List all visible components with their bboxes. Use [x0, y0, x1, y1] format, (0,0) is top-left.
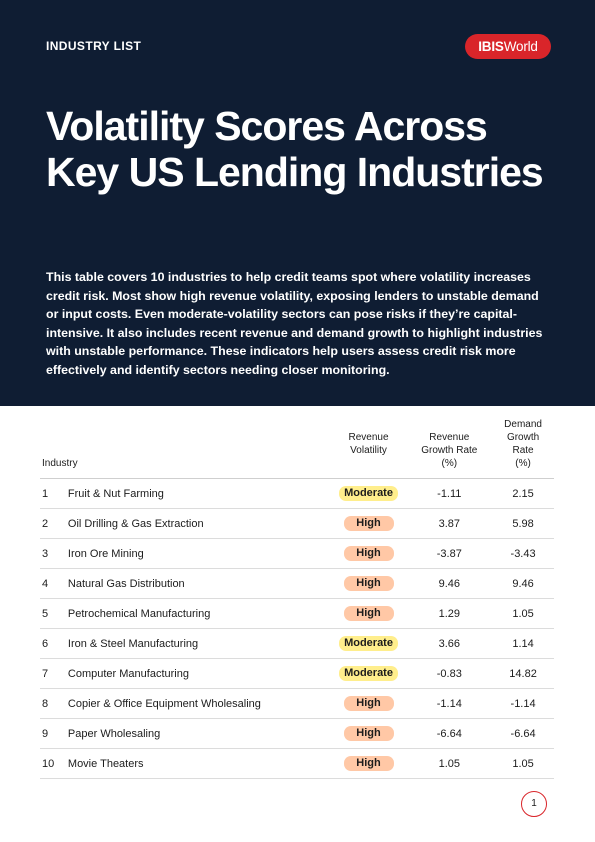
- row-industry: Natural Gas Distribution: [67, 568, 331, 599]
- row-volatility-cell: High: [330, 598, 407, 629]
- row-rank: 9: [40, 718, 68, 749]
- logo-rest: World: [503, 39, 538, 54]
- row-volatility-cell: Moderate: [330, 478, 407, 509]
- row-revenue-growth: -1.11: [406, 478, 493, 509]
- volatility-badge: High: [343, 546, 394, 561]
- table-row: 9 Paper Wholesaling High -6.64 -6.64: [40, 718, 554, 749]
- intro-paragraph: This table covers 10 industries to help …: [46, 270, 543, 377]
- logo-bold: IBIS: [478, 39, 504, 54]
- row-demand-growth: 9.46: [492, 568, 554, 599]
- row-volatility-cell: Moderate: [330, 658, 407, 689]
- row-demand-growth: 1.05: [492, 598, 554, 629]
- row-rank: 4: [40, 568, 68, 599]
- volatility-badge: Moderate: [339, 636, 398, 651]
- row-rank: 2: [40, 508, 68, 539]
- table-row: 5 Petrochemical Manufacturing High 1.29 1.05: [40, 598, 554, 629]
- row-demand-growth: -1.14: [492, 688, 554, 719]
- row-industry: Petrochemical Manufacturing: [67, 598, 331, 629]
- row-industry: Movie Theaters: [67, 748, 331, 779]
- row-demand-growth: 14.82: [492, 658, 554, 689]
- hero-banner: INDUSTRY LIST IBISWorld Volatility Score…: [0, 0, 595, 406]
- row-demand-growth: 5.98: [492, 508, 554, 539]
- header-line: Demand: [504, 419, 542, 430]
- row-industry: Computer Manufacturing: [67, 658, 331, 689]
- row-industry: Copier & Office Equipment Wholesaling: [67, 688, 331, 719]
- header-line: (%): [515, 458, 531, 469]
- header-line: Revenue: [348, 432, 389, 443]
- header-line: Growth: [506, 432, 540, 443]
- volatility-badge: High: [343, 576, 394, 591]
- volatility-badge: Moderate: [339, 486, 398, 501]
- row-revenue-growth: 3.66: [406, 628, 493, 659]
- volatility-badge: High: [343, 756, 394, 771]
- volatility-badge: Moderate: [339, 666, 398, 681]
- row-rank: 10: [40, 748, 68, 779]
- page-number: 1: [521, 791, 547, 817]
- row-volatility-cell: High: [330, 508, 407, 539]
- row-rank: 3: [40, 538, 68, 569]
- table-row: 10 Movie Theaters High 1.05 1.05: [40, 748, 554, 779]
- row-rank: 6: [40, 628, 68, 659]
- eyebrow-label: INDUSTRY LIST: [46, 39, 142, 53]
- row-revenue-growth: 1.05: [406, 748, 493, 779]
- row-revenue-growth: -0.83: [406, 658, 493, 689]
- table-row: 6 Iron & Steel Manufacturing Moderate 3.66 1…: [40, 628, 554, 659]
- row-revenue-growth: -1.14: [406, 688, 493, 719]
- row-volatility-cell: High: [330, 748, 407, 779]
- header-line: Revenue: [429, 432, 470, 443]
- table-header-row: Industry Revenue Volatility Revenue Grow…: [40, 418, 554, 479]
- row-revenue-growth: 3.87: [406, 508, 493, 539]
- row-revenue-growth: -3.87: [406, 538, 493, 569]
- table-row: 2 Oil Drilling & Gas Extraction High 3.87 5.…: [40, 508, 554, 539]
- row-demand-growth: 1.14: [492, 628, 554, 659]
- volatility-badge: High: [343, 516, 394, 531]
- header-line: Rate: [512, 445, 534, 456]
- header-line: Volatility: [350, 445, 387, 456]
- row-volatility-cell: High: [330, 538, 407, 569]
- row-rank: 1: [40, 478, 68, 509]
- volatility-badge: High: [343, 606, 394, 621]
- header-revenue-volatility: Revenue Volatility: [330, 418, 407, 479]
- row-volatility-cell: High: [330, 688, 407, 719]
- row-volatility-cell: High: [330, 568, 407, 599]
- table-body: 1 Fruit & Nut Farming Moderate -1.11 2.15 2 Oi…: [40, 478, 554, 779]
- row-rank: 7: [40, 658, 68, 689]
- row-volatility-cell: Moderate: [330, 628, 407, 659]
- row-volatility-cell: High: [330, 718, 407, 749]
- volatility-badge: High: [343, 696, 394, 711]
- table-row: 1 Fruit & Nut Farming Moderate -1.11 2.15: [40, 478, 554, 509]
- row-demand-growth: -6.64: [492, 718, 554, 749]
- table-row: 7 Computer Manufacturing Moderate -0.83 14.8…: [40, 658, 554, 689]
- page-title: Volatility Scores Across Key US Lending …: [46, 103, 544, 195]
- header-line: Growth Rate: [421, 445, 478, 456]
- ibisworld-logo: IBISWorld: [465, 34, 551, 59]
- header-industry: Industry: [40, 418, 331, 479]
- header-revenue-growth: Revenue Growth Rate (%): [406, 418, 493, 479]
- volatility-table: Industry Revenue Volatility Revenue Grow…: [40, 418, 554, 779]
- header-line: (%): [441, 458, 458, 469]
- header-demand-growth: Demand Growth Rate (%): [492, 418, 554, 479]
- table-row: 4 Natural Gas Distribution High 9.46 9.46: [40, 568, 554, 599]
- table-row: 8 Copier & Office Equipment Wholesaling Hi…: [40, 688, 554, 719]
- row-industry: Fruit & Nut Farming: [67, 478, 331, 509]
- row-demand-growth: 1.05: [492, 748, 554, 779]
- volatility-badge: High: [343, 726, 394, 741]
- row-demand-growth: 2.15: [492, 478, 554, 509]
- table-row: 3 Iron Ore Mining High -3.87 -3.43: [40, 538, 554, 569]
- row-demand-growth: -3.43: [492, 538, 554, 569]
- row-rank: 8: [40, 688, 68, 719]
- row-revenue-growth: 1.29: [406, 598, 493, 629]
- row-industry: Paper Wholesaling: [67, 718, 331, 749]
- row-industry: Oil Drilling & Gas Extraction: [67, 508, 331, 539]
- row-revenue-growth: -6.64: [406, 718, 493, 749]
- row-revenue-growth: 9.46: [406, 568, 493, 599]
- row-industry: Iron & Steel Manufacturing: [67, 628, 331, 659]
- row-rank: 5: [40, 598, 68, 629]
- row-industry: Iron Ore Mining: [67, 538, 331, 569]
